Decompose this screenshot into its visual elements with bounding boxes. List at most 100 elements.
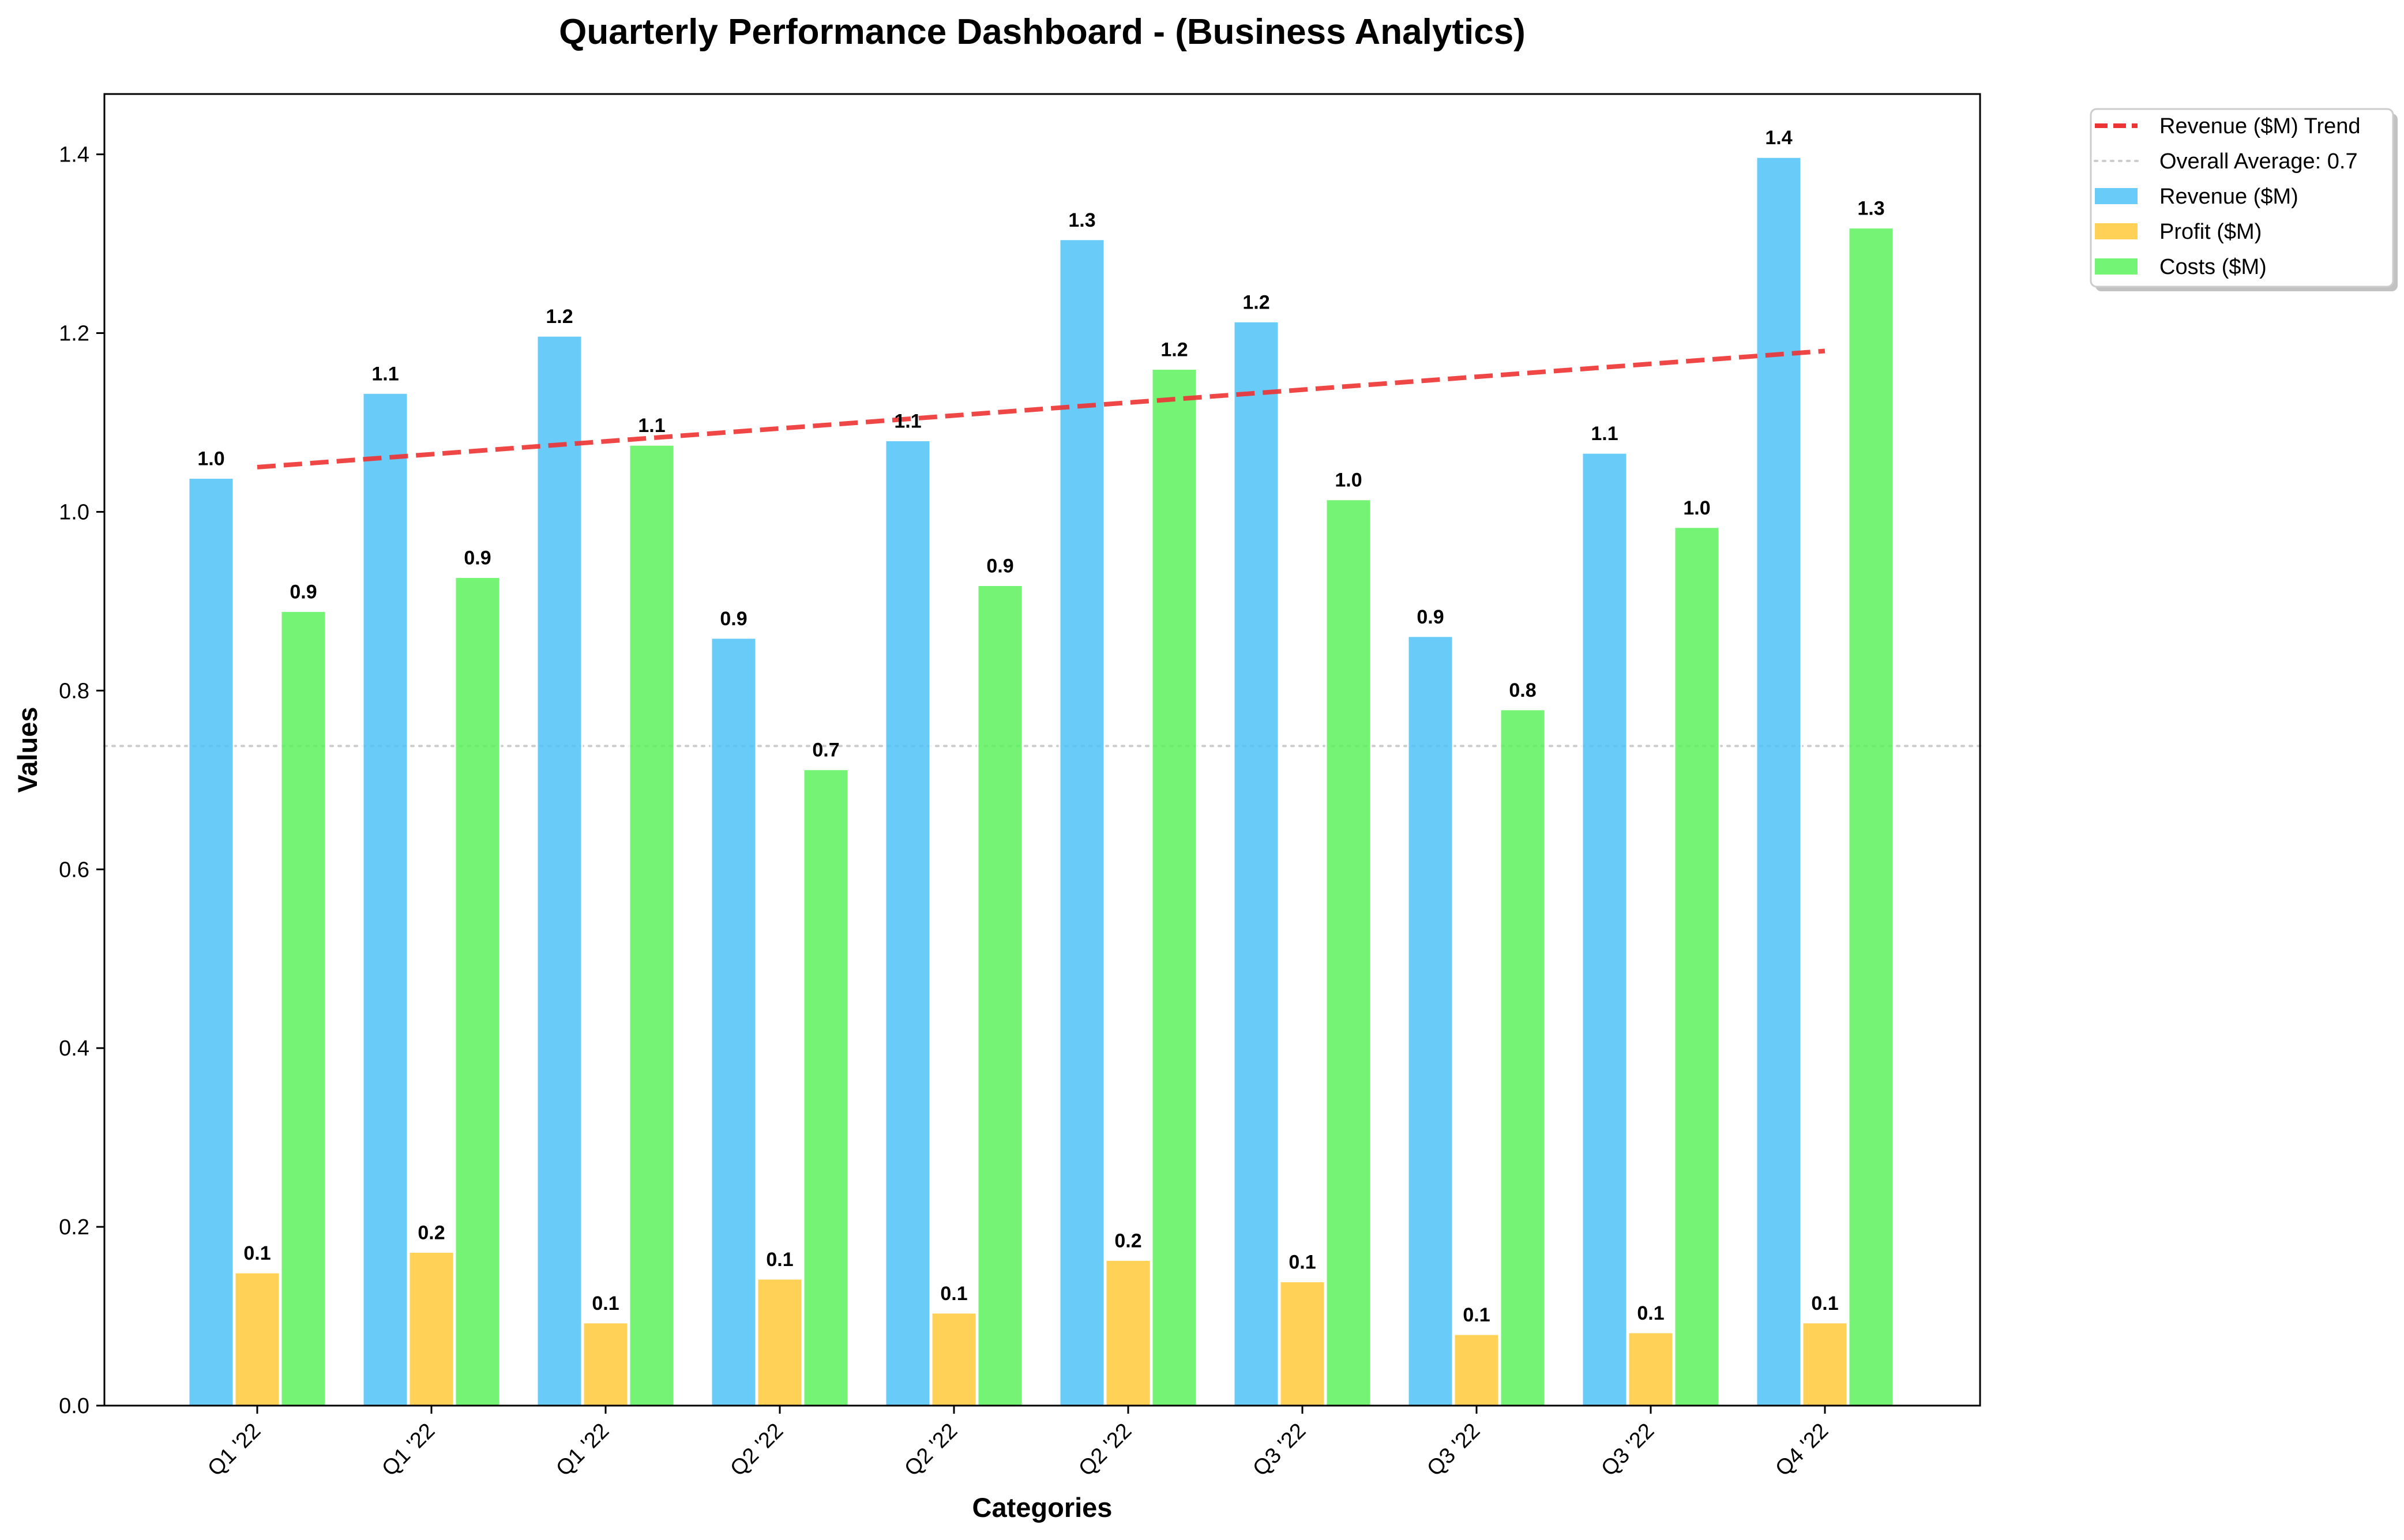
x-tick-label: Q2 '22 <box>1074 1419 1136 1481</box>
data-label: 1.0 <box>1335 469 1362 491</box>
data-label: 1.4 <box>1765 127 1792 149</box>
y-tick-label: 0.2 <box>59 1215 89 1239</box>
bar <box>1755 156 1802 1407</box>
y-axis-label: Values <box>12 707 43 793</box>
data-label: 0.2 <box>418 1222 445 1244</box>
legend-label: Revenue ($M) Trend <box>2159 114 2361 138</box>
x-axis-label: Categories <box>972 1492 1113 1523</box>
data-label: 1.1 <box>894 410 921 432</box>
data-label: 1.1 <box>1591 423 1618 445</box>
data-label: 1.1 <box>638 415 665 437</box>
x-tick-label: Q3 '22 <box>1422 1419 1485 1481</box>
bar <box>234 1271 281 1407</box>
y-axis: 0.0 0.2 0.4 0.6 0.8 1.0 1.2 1.4 <box>59 143 104 1418</box>
bar <box>1627 1331 1674 1407</box>
data-label: 1.3 <box>1857 198 1884 220</box>
plot-area: 1.0 1.1 1.2 0.9 1.1 1.3 1.2 0.9 1.1 1.4 0.1 0.2 0.1 0… <box>103 93 1981 1407</box>
bar <box>710 637 757 1407</box>
data-label: 0.1 <box>1811 1293 1838 1314</box>
data-label: 0.1 <box>1637 1302 1664 1324</box>
data-label: 0.9 <box>1417 606 1444 628</box>
bar <box>1151 367 1198 1407</box>
data-label: 1.0 <box>197 448 224 470</box>
y-tick-label: 0.0 <box>59 1394 89 1418</box>
bar <box>930 1312 978 1407</box>
bar <box>582 1321 629 1407</box>
legend-box <box>2090 108 2394 288</box>
legend-label: Overall Average: 0.7 <box>2159 149 2358 174</box>
data-label: 1.2 <box>1242 291 1269 313</box>
bar <box>1105 1259 1152 1407</box>
legend-swatch-bar <box>2095 223 2138 239</box>
data-label: 0.1 <box>243 1242 271 1264</box>
bar <box>454 576 501 1407</box>
bar <box>1801 1321 1849 1407</box>
bar <box>756 1278 803 1407</box>
data-labels-layer: 1.0 1.1 1.2 0.9 1.1 1.3 1.2 0.9 1.1 1.4 0.1 0.2 0.1 0… <box>197 127 1884 1326</box>
y-tick-label: 0.8 <box>59 679 89 703</box>
bar <box>1233 320 1280 1407</box>
legend-label: Revenue ($M) <box>2159 185 2298 209</box>
bar <box>1673 526 1721 1407</box>
bar <box>802 768 850 1407</box>
x-tick-label: Q3 '22 <box>1597 1419 1659 1481</box>
plot-frame <box>103 93 1981 1407</box>
legend-label: Profit ($M) <box>2159 220 2262 244</box>
x-tick-label: Q1 '22 <box>551 1419 614 1481</box>
data-label: 0.9 <box>290 581 317 603</box>
data-label: 0.1 <box>592 1293 619 1314</box>
bar <box>884 439 931 1407</box>
bar <box>1407 635 1454 1407</box>
bar <box>187 477 235 1407</box>
y-tick-label: 1.0 <box>59 500 89 524</box>
data-label: 1.2 <box>546 306 573 328</box>
bar <box>1453 1333 1500 1407</box>
x-axis: Q1 '22 Q1 '22 Q1 '22 Q2 '22 Q2 '22 Q2 '22 Q3 '… <box>203 1406 1833 1481</box>
data-label: 0.2 <box>1114 1230 1141 1252</box>
bars-layer <box>187 156 1895 1407</box>
data-label: 0.9 <box>986 555 1013 577</box>
x-tick-label: Q1 '22 <box>377 1419 440 1481</box>
y-tick-label: 1.2 <box>59 322 89 346</box>
data-label: 0.1 <box>766 1249 793 1271</box>
data-label: 0.1 <box>1463 1304 1490 1326</box>
data-label: 0.1 <box>940 1283 967 1305</box>
bar <box>1847 227 1895 1407</box>
y-tick-label: 0.6 <box>59 858 89 882</box>
data-label: 0.1 <box>1289 1252 1316 1274</box>
bar <box>1058 238 1106 1407</box>
bar <box>976 584 1024 1407</box>
bar <box>536 335 583 1407</box>
legend-items: Revenue ($M) Trend Overall Average: 0.7 Re… <box>2094 114 2361 279</box>
x-tick-label: Q2 '22 <box>900 1419 962 1481</box>
chart-title: Quarterly Performance Dashboard - (Busin… <box>559 12 1526 52</box>
data-label: 0.9 <box>464 547 491 569</box>
x-tick-label: Q1 '22 <box>203 1419 265 1481</box>
y-tick-label: 1.4 <box>59 143 89 167</box>
x-tick-label: Q4 '22 <box>1771 1419 1833 1481</box>
legend-label: Costs ($M) <box>2159 255 2267 279</box>
x-tick-label: Q3 '22 <box>1248 1419 1310 1481</box>
legend-swatch-bar <box>2095 188 2138 204</box>
data-label: 1.2 <box>1160 339 1188 360</box>
data-label: 1.0 <box>1683 497 1710 519</box>
bar <box>628 444 675 1407</box>
data-label: 1.1 <box>371 363 399 385</box>
x-tick-label: Q2 '22 <box>726 1419 788 1481</box>
bar <box>1279 1280 1326 1407</box>
bar <box>362 392 409 1407</box>
bar <box>1499 708 1546 1407</box>
bar <box>1581 452 1628 1407</box>
data-label: 1.3 <box>1068 209 1095 231</box>
bar <box>1325 498 1372 1407</box>
legend: Revenue ($M) Trend Overall Average: 0.7 Re… <box>2090 108 2398 291</box>
trend-line-layer <box>257 348 1825 469</box>
data-label: 0.8 <box>1509 679 1536 701</box>
legend-swatch-bar <box>2095 258 2138 275</box>
trend-line <box>257 348 1825 469</box>
data-label: 0.9 <box>720 608 747 630</box>
y-tick-label: 0.4 <box>59 1036 89 1061</box>
bar <box>408 1250 455 1407</box>
data-label: 0.7 <box>812 739 839 761</box>
